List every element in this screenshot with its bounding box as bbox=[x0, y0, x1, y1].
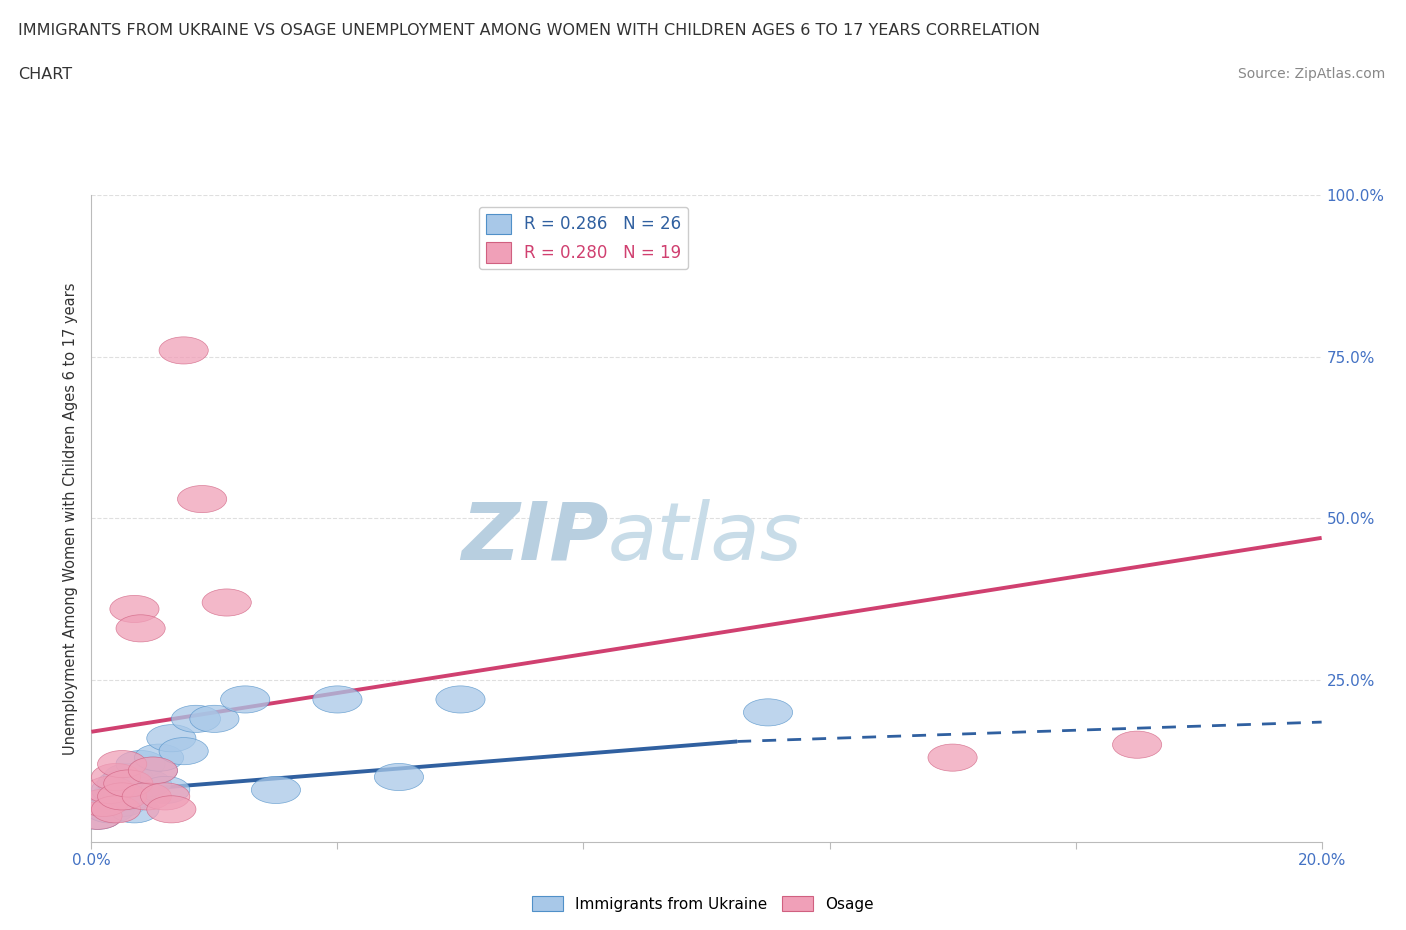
Ellipse shape bbox=[221, 686, 270, 713]
Text: IMMIGRANTS FROM UKRAINE VS OSAGE UNEMPLOYMENT AMONG WOMEN WITH CHILDREN AGES 6 T: IMMIGRANTS FROM UKRAINE VS OSAGE UNEMPLO… bbox=[18, 23, 1040, 38]
Ellipse shape bbox=[110, 595, 159, 622]
Ellipse shape bbox=[128, 757, 177, 784]
Ellipse shape bbox=[86, 777, 135, 804]
Y-axis label: Unemployment Among Women with Children Ages 6 to 17 years: Unemployment Among Women with Children A… bbox=[63, 282, 79, 755]
Ellipse shape bbox=[122, 770, 172, 797]
Ellipse shape bbox=[202, 589, 252, 616]
Ellipse shape bbox=[115, 615, 166, 642]
Ellipse shape bbox=[97, 751, 146, 777]
Ellipse shape bbox=[374, 764, 423, 790]
Legend: Immigrants from Ukraine, Osage: Immigrants from Ukraine, Osage bbox=[526, 889, 880, 918]
Ellipse shape bbox=[190, 705, 239, 733]
Text: atlas: atlas bbox=[607, 498, 803, 577]
Ellipse shape bbox=[159, 737, 208, 764]
Ellipse shape bbox=[91, 777, 141, 804]
Ellipse shape bbox=[91, 764, 141, 790]
Ellipse shape bbox=[252, 777, 301, 804]
Text: CHART: CHART bbox=[18, 67, 72, 82]
Ellipse shape bbox=[744, 698, 793, 726]
Ellipse shape bbox=[172, 705, 221, 733]
Ellipse shape bbox=[177, 485, 226, 512]
Ellipse shape bbox=[79, 790, 128, 817]
Ellipse shape bbox=[97, 770, 146, 797]
Text: ZIP: ZIP bbox=[461, 498, 607, 577]
Ellipse shape bbox=[110, 777, 159, 804]
Ellipse shape bbox=[128, 757, 177, 784]
Ellipse shape bbox=[146, 796, 195, 823]
Ellipse shape bbox=[146, 724, 195, 751]
Ellipse shape bbox=[97, 790, 146, 817]
Ellipse shape bbox=[86, 796, 135, 823]
Legend: R = 0.286   N = 26, R = 0.280   N = 19: R = 0.286 N = 26, R = 0.280 N = 19 bbox=[479, 206, 688, 269]
Ellipse shape bbox=[104, 783, 153, 810]
Ellipse shape bbox=[312, 686, 363, 713]
Ellipse shape bbox=[159, 337, 208, 364]
Ellipse shape bbox=[135, 744, 184, 771]
Ellipse shape bbox=[141, 783, 190, 810]
Ellipse shape bbox=[141, 777, 190, 804]
Ellipse shape bbox=[122, 783, 172, 810]
Ellipse shape bbox=[79, 790, 128, 817]
Ellipse shape bbox=[73, 803, 122, 830]
Ellipse shape bbox=[104, 764, 153, 790]
Ellipse shape bbox=[104, 770, 153, 797]
Ellipse shape bbox=[928, 744, 977, 771]
Ellipse shape bbox=[73, 803, 122, 830]
Ellipse shape bbox=[436, 686, 485, 713]
Ellipse shape bbox=[91, 796, 141, 823]
Ellipse shape bbox=[115, 751, 166, 777]
Text: Source: ZipAtlas.com: Source: ZipAtlas.com bbox=[1237, 67, 1385, 81]
Ellipse shape bbox=[110, 796, 159, 823]
Ellipse shape bbox=[91, 783, 141, 810]
Ellipse shape bbox=[97, 783, 146, 810]
Ellipse shape bbox=[1112, 731, 1161, 758]
